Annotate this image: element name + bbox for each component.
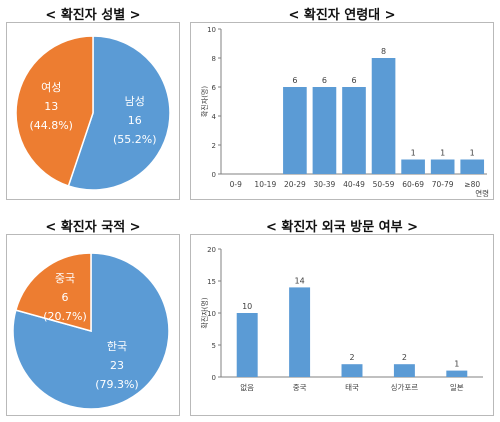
nationality-slice-1 [14, 252, 92, 332]
gender-pie-panel: 남성 16 (55.2%) 여성 13 (44.8%) [6, 22, 180, 200]
nationality-chart-title: < 확진자 국적 > [45, 220, 141, 235]
age-y-tick-label-2: 4 [212, 113, 217, 121]
age-x-tick-label-4: 40-49 [343, 180, 365, 189]
visit-chart-title: < 확진자 외국 방문 여부 > [265, 220, 419, 235]
gender-slice-1 [15, 35, 94, 187]
age-x-tick-label-1: 10-19 [254, 180, 276, 189]
nationality-slice-1-label-1: 6 [62, 291, 69, 304]
age-y-tick-label-1: 2 [212, 142, 216, 150]
visit-x-tick-label-1: 중국 [293, 383, 307, 392]
age-chart-title: < 확진자 연령대 > [288, 8, 396, 23]
age-data-label-6: 1 [411, 149, 416, 158]
nationality-pie-panel: 한국 23 (79.3%) 중국 6 (20.7%) [6, 234, 180, 416]
age-data-label-7: 1 [440, 149, 445, 158]
age-bar-4 [342, 87, 366, 174]
age-data-label-4: 6 [351, 76, 356, 85]
nationality-slice-1-label-2: (20.7%) [43, 310, 87, 323]
visit-bar-panel: 0 5 10 15 20 확진자(명) 10 없음 14 중국 2 태국 2 싱가포르 1 일본 [190, 234, 494, 416]
visit-data-label-1: 14 [295, 276, 305, 285]
age-data-label-2: 6 [292, 76, 297, 85]
age-y-tick-label-5: 10 [207, 26, 216, 34]
age-bar-7 [430, 159, 455, 174]
visit-x-tick-label-0: 없음 [240, 383, 254, 392]
visit-y-tick-label-1: 5 [212, 342, 216, 350]
gender-slice-1-label-1: 13 [44, 100, 58, 113]
visit-bar-1 [289, 287, 311, 377]
age-bar-2 [283, 87, 307, 174]
age-y-tick-label-0: 0 [212, 171, 216, 179]
visit-bar-2 [341, 364, 363, 377]
nationality-slice-0 [12, 252, 170, 410]
age-x-tick-label-2: 20-29 [284, 180, 306, 189]
age-data-label-3: 6 [322, 76, 327, 85]
age-x-tick-label-0: 0-9 [230, 180, 242, 189]
nationality-slice-0-label-2: (79.3%) [95, 378, 139, 391]
age-x-label: 연령 [475, 189, 489, 198]
visit-data-label-0: 10 [242, 302, 252, 311]
age-data-label-5: 8 [381, 47, 386, 56]
gender-pie-chart: 남성 16 (55.2%) 여성 13 (44.8%) [15, 35, 171, 191]
visit-y-tick-label-3: 15 [207, 278, 216, 286]
visit-bar-3 [393, 364, 415, 377]
gender-slice-0-label-1: 16 [128, 114, 142, 127]
visit-y-label: 확진자(명) [200, 297, 209, 328]
age-y-tick-label-4: 8 [212, 55, 216, 63]
visit-x-tick-label-2: 태국 [345, 383, 359, 392]
age-x-tick-label-7: 70-79 [432, 180, 454, 189]
age-x-tick-label-8: ≥80 [464, 180, 480, 189]
gender-chart-title: < 확진자 성별 > [45, 8, 141, 23]
visit-data-label-2: 2 [349, 353, 354, 362]
age-x-tick-label-6: 60-69 [402, 180, 424, 189]
gender-slice-1-label-0: 여성 [41, 81, 61, 94]
age-x-tick-label-5: 50-59 [373, 180, 395, 189]
age-bar-panel: 0 2 4 6 8 10 확진자(명) 0-9 10-19 6 20-29 6 30-39 6 40-49 8… [190, 22, 494, 200]
age-bar-5 [371, 58, 396, 174]
visit-x-tick-label-4: 일본 [450, 383, 464, 392]
age-y-tick-label-3: 6 [212, 84, 217, 92]
nationality-slice-0-label-1: 23 [110, 359, 124, 372]
age-bar-6 [401, 159, 425, 174]
age-data-label-8: 1 [470, 149, 475, 158]
gender-slice-0-label-0: 남성 [125, 95, 145, 108]
gender-slice-1-label-2: (44.8%) [29, 119, 73, 132]
visit-x-tick-label-3: 싱가포르 [391, 382, 419, 392]
visit-y-tick-label-2: 10 [207, 310, 216, 318]
visit-data-label-4: 1 [454, 360, 459, 369]
visit-y-tick-label-4: 20 [207, 246, 216, 254]
age-x-tick-label-3: 30-39 [314, 180, 336, 189]
nationality-slice-0-label-0: 한국 [107, 340, 127, 353]
nationality-pie-chart: 한국 23 (79.3%) 중국 6 (20.7%) [12, 252, 170, 410]
age-bar-3 [312, 87, 337, 174]
visit-data-label-3: 2 [402, 353, 407, 362]
nationality-slice-1-label-0: 중국 [55, 272, 75, 285]
visit-y-tick-label-0: 0 [212, 374, 216, 382]
age-bar-chart: 0 2 4 6 8 10 확진자(명) 0-9 10-19 6 20-29 6 30-39 6 40-49 8… [200, 26, 489, 198]
gender-slice-0 [67, 35, 171, 191]
age-bar-8 [460, 159, 485, 174]
gender-slice-0-label-2: (55.2%) [113, 133, 157, 146]
visit-bar-4 [446, 370, 468, 377]
visit-bar-0 [236, 313, 258, 377]
age-y-label: 확진자(명) [200, 86, 209, 117]
